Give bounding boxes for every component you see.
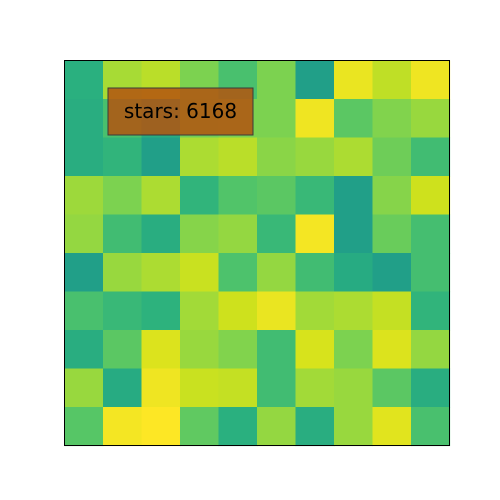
heatmap-cell-r2-c6	[296, 138, 335, 177]
heatmap-cell-r0-c7	[334, 61, 373, 100]
heatmap-cell-r7-c2	[142, 330, 181, 369]
heatmap-cell-r9-c2	[142, 407, 181, 446]
heatmap-cell-r5-c3	[180, 253, 219, 292]
heatmap-cell-r3-c1	[103, 176, 142, 215]
heatmap-cell-r1-c8	[373, 99, 412, 138]
heatmap-cell-r6-c3	[180, 292, 219, 331]
heatmap-cell-r8-c8	[373, 369, 412, 408]
heatmap-cell-r3-c8	[373, 176, 412, 215]
heatmap-cell-r1-c5	[257, 99, 296, 138]
heatmap-cell-r4-c3	[180, 215, 219, 254]
heatmap-cell-r0-c6	[296, 61, 335, 100]
heatmap-cell-r0-c5	[257, 61, 296, 100]
heatmap-cell-r9-c9	[411, 407, 450, 446]
heatmap-cell-r2-c3	[180, 138, 219, 177]
heatmap-cell-r0-c0	[65, 61, 104, 100]
heatmap-cell-r2-c8	[373, 138, 412, 177]
heatmap-cell-r8-c4	[219, 369, 258, 408]
heatmap-cell-r9-c8	[373, 407, 412, 446]
heatmap-cell-r8-c3	[180, 369, 219, 408]
heatmap-cell-r8-c6	[296, 369, 335, 408]
heatmap-cell-r1-c6	[296, 99, 335, 138]
heatmap-cell-r6-c9	[411, 292, 450, 331]
heatmap-cell-r2-c4	[219, 138, 258, 177]
heatmap-cell-r4-c1	[103, 215, 142, 254]
heatmap-cell-r2-c5	[257, 138, 296, 177]
heatmap-cell-r4-c2	[142, 215, 181, 254]
heatmap-cell-r1-c9	[411, 99, 450, 138]
heatmap-cell-r7-c6	[296, 330, 335, 369]
heatmap-cell-r5-c4	[219, 253, 258, 292]
heatmap-cell-r7-c4	[219, 330, 258, 369]
heatmap-cell-r8-c9	[411, 369, 450, 408]
heatmap-cell-r5-c5	[257, 253, 296, 292]
heatmap-cell-r6-c5	[257, 292, 296, 331]
heatmap-cell-r2-c7	[334, 138, 373, 177]
heatmap-cell-r3-c6	[296, 176, 335, 215]
heatmap-cell-r9-c3	[180, 407, 219, 446]
heatmap-cell-r5-c2	[142, 253, 181, 292]
heatmap-cell-r4-c8	[373, 215, 412, 254]
heatmap-cell-r4-c4	[219, 215, 258, 254]
heatmap-cell-r3-c9	[411, 176, 450, 215]
heatmap-cell-r6-c2	[142, 292, 181, 331]
heatmap-cell-r3-c7	[334, 176, 373, 215]
annotation-label: stars: 6168	[124, 99, 237, 123]
heatmap-cell-r9-c0	[65, 407, 104, 446]
heatmap-cell-r2-c0	[65, 138, 104, 177]
heatmap-cell-r6-c7	[334, 292, 373, 331]
annotation-box: stars: 6168	[108, 88, 253, 135]
heatmap-cell-r3-c4	[219, 176, 258, 215]
heatmap-cell-r8-c2	[142, 369, 181, 408]
heatmap-cell-r8-c5	[257, 369, 296, 408]
heatmap-cell-r3-c2	[142, 176, 181, 215]
heatmap-cell-r7-c5	[257, 330, 296, 369]
heatmap-cell-r3-c3	[180, 176, 219, 215]
heatmap-cell-r5-c6	[296, 253, 335, 292]
heatmap-cell-r6-c6	[296, 292, 335, 331]
heatmap-cell-r6-c0	[65, 292, 104, 331]
heatmap-cell-r3-c5	[257, 176, 296, 215]
heatmap-cell-r7-c7	[334, 330, 373, 369]
heatmap-cell-r0-c8	[373, 61, 412, 100]
heatmap-cell-r7-c0	[65, 330, 104, 369]
heatmap-cell-r7-c1	[103, 330, 142, 369]
heatmap-cell-r0-c9	[411, 61, 450, 100]
heatmap-cell-r3-c0	[65, 176, 104, 215]
heatmap-cell-r9-c1	[103, 407, 142, 446]
heatmap-cell-r7-c9	[411, 330, 450, 369]
heatmap-cell-r5-c1	[103, 253, 142, 292]
heatmap-cell-r2-c1	[103, 138, 142, 177]
heatmap-cell-r5-c7	[334, 253, 373, 292]
heatmap-cell-r9-c5	[257, 407, 296, 446]
heatmap-cell-r6-c1	[103, 292, 142, 331]
heatmap-cell-r5-c9	[411, 253, 450, 292]
heatmap-cell-r4-c7	[334, 215, 373, 254]
heatmap-cell-r9-c4	[219, 407, 258, 446]
heatmap-cell-r8-c7	[334, 369, 373, 408]
heatmap-cell-r2-c9	[411, 138, 450, 177]
heatmap-cell-r1-c0	[65, 99, 104, 138]
heatmap-cell-r9-c7	[334, 407, 373, 446]
heatmap-cell-r5-c0	[65, 253, 104, 292]
heatmap-cell-r4-c9	[411, 215, 450, 254]
heatmap-cell-r4-c6	[296, 215, 335, 254]
heatmap-cell-r8-c0	[65, 369, 104, 408]
heatmap-cell-r4-c0	[65, 215, 104, 254]
heatmap-cell-r8-c1	[103, 369, 142, 408]
heatmap-cell-r1-c7	[334, 99, 373, 138]
heatmap-cell-r7-c8	[373, 330, 412, 369]
heatmap-cell-r5-c8	[373, 253, 412, 292]
heatmap-cell-r7-c3	[180, 330, 219, 369]
heatmap-cell-r2-c2	[142, 138, 181, 177]
heatmap-cell-r9-c6	[296, 407, 335, 446]
heatmap-cell-r6-c4	[219, 292, 258, 331]
heatmap-cell-r6-c8	[373, 292, 412, 331]
heatmap-cell-r4-c5	[257, 215, 296, 254]
